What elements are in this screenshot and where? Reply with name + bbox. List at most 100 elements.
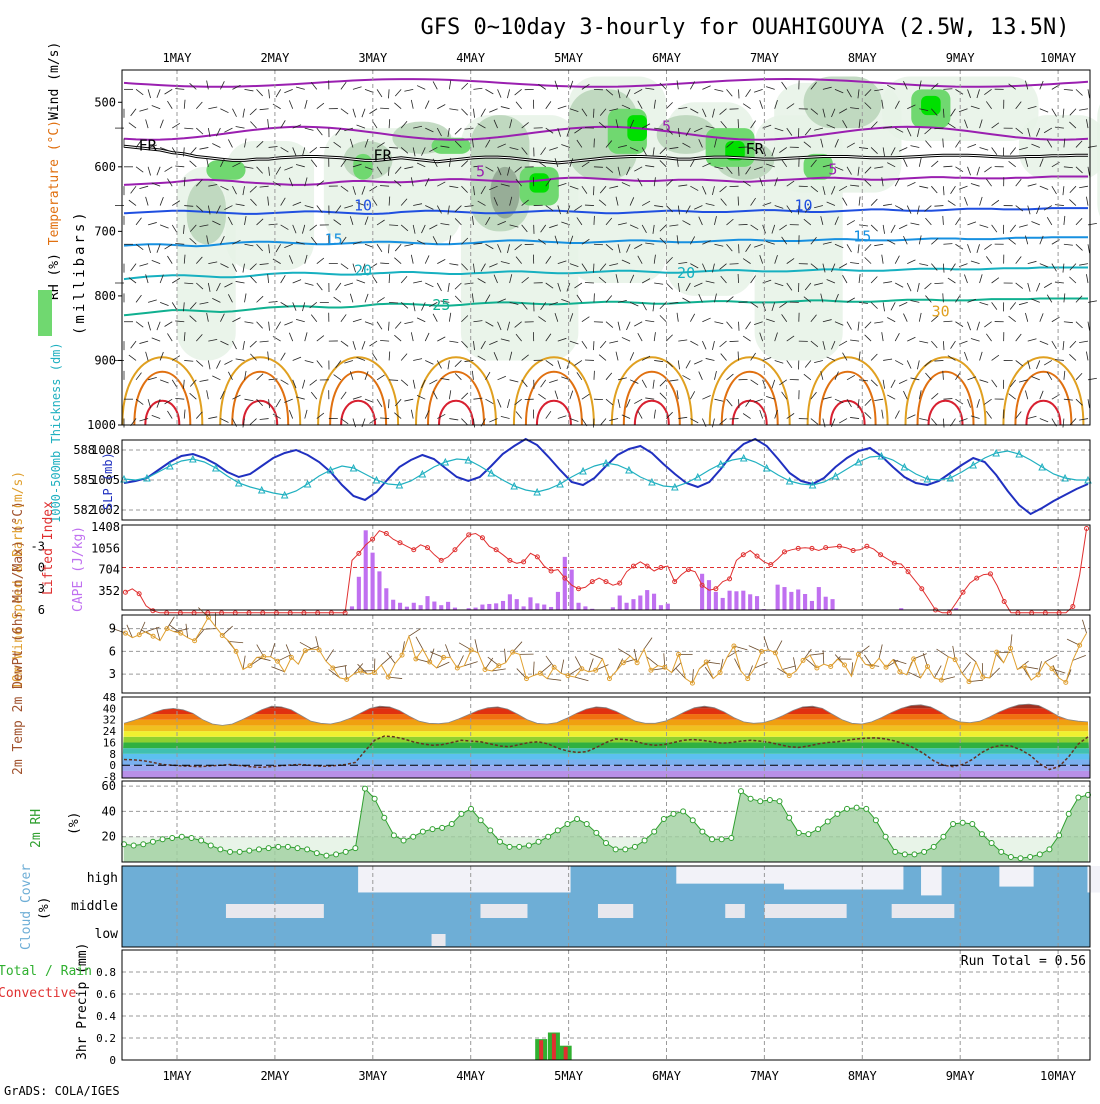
cape-bar	[439, 605, 443, 610]
temp-band	[122, 748, 1090, 754]
cape-bar	[652, 594, 656, 610]
contour-label: 20	[354, 261, 372, 279]
cape-bar	[638, 596, 642, 610]
date-tick-top: 8MAY	[848, 51, 878, 65]
cape-bar	[618, 596, 622, 610]
cape-bar	[425, 596, 429, 610]
date-tick-top: 9MAY	[946, 51, 976, 65]
li-tick: 6	[38, 603, 45, 617]
cape-bar	[824, 597, 828, 610]
wind-tick: 9	[109, 622, 116, 636]
cape-bar	[398, 603, 402, 610]
cloud-clear-high	[999, 866, 1033, 887]
rh-shade-saturated	[921, 96, 941, 115]
rh-marker	[546, 834, 551, 839]
y-tick-label: 900	[94, 353, 116, 367]
temp-tick: 32	[103, 714, 116, 727]
cloud-clear-low	[432, 934, 446, 946]
rh-marker	[922, 849, 927, 854]
y-tick-label: 700	[94, 224, 116, 238]
rh-marker	[391, 833, 396, 838]
rh-shade	[490, 167, 519, 219]
cape-bar	[576, 603, 580, 610]
precip-legend-conv: Convective	[0, 986, 76, 1001]
rh-marker	[767, 797, 772, 802]
rh-marker	[276, 844, 281, 849]
cloud-tick: low	[95, 927, 119, 942]
date-tick-bottom: 6MAY	[652, 1069, 682, 1083]
rh-marker	[363, 786, 368, 791]
rh-marker	[912, 852, 917, 857]
rh-marker	[594, 830, 599, 835]
rh-marker	[661, 816, 666, 821]
cape-bar	[741, 591, 745, 610]
rh-marker	[642, 838, 647, 843]
rh-marker	[1008, 854, 1013, 859]
cape-bar	[700, 574, 704, 610]
slp-ylabel: SLP (mb)	[101, 452, 115, 510]
contour-label: FR	[139, 137, 158, 155]
rh-marker	[941, 834, 946, 839]
contour-label: 5	[828, 161, 837, 179]
temp-band	[122, 737, 1090, 743]
cape-bar	[556, 592, 560, 610]
rh-marker	[449, 822, 454, 827]
precip-tick: 0.4	[96, 1010, 116, 1023]
y-tick-label: 800	[94, 289, 116, 303]
rh-marker	[324, 853, 329, 858]
precip-ylabel: 3hr Precip (mm)	[75, 943, 90, 1060]
temp-tick: 16	[103, 736, 116, 749]
temp-band	[122, 720, 1090, 726]
cape-bar	[515, 599, 519, 610]
rh-marker	[1057, 833, 1062, 838]
cape-bar	[666, 604, 670, 610]
li-ylabel: Lifted Index	[41, 501, 56, 595]
rh-marker	[671, 811, 676, 816]
rh-legend-swatch	[38, 290, 52, 336]
rh-marker	[208, 843, 213, 848]
cape-bar	[501, 601, 505, 610]
cloud-clear-high	[921, 866, 942, 895]
upper-yunit: (millibars)	[72, 209, 88, 335]
rh-marker	[864, 806, 869, 811]
cape-bar	[350, 606, 354, 610]
rh-marker	[575, 816, 580, 821]
temp-tick: 8	[109, 748, 116, 761]
contour-label: 15	[853, 228, 871, 246]
rh-marker	[189, 835, 194, 840]
rh-marker	[353, 846, 358, 851]
rh-marker	[420, 829, 425, 834]
cape-bar	[755, 596, 759, 610]
date-tick-top: 10MAY	[1040, 51, 1077, 65]
rh-marker	[1076, 795, 1081, 800]
rh-marker	[285, 844, 290, 849]
cape-bar	[446, 602, 450, 610]
contour-label: 25	[432, 296, 450, 314]
rh-marker	[787, 815, 792, 820]
cape-bar	[542, 605, 546, 610]
rh-marker	[970, 822, 975, 827]
cape-bar	[776, 585, 780, 610]
cape-bar	[528, 597, 532, 610]
cloud-clear-mid	[764, 904, 846, 918]
rh-marker	[710, 837, 715, 842]
rh-marker	[931, 844, 936, 849]
cape-bar	[391, 600, 395, 610]
date-tick-bottom: 9MAY	[946, 1069, 976, 1083]
rh-marker	[893, 849, 898, 854]
rh-marker	[266, 846, 271, 851]
cape-bar	[830, 599, 834, 610]
rh-tick: 40	[102, 804, 116, 818]
rh-marker	[256, 847, 261, 852]
cape-bar	[522, 606, 526, 610]
cape-bar	[721, 598, 725, 610]
rh-marker	[632, 844, 637, 849]
rh-marker	[401, 838, 406, 843]
rh-tick: 20	[102, 830, 116, 844]
precip-tick: 0.2	[96, 1032, 116, 1045]
temp-band	[122, 725, 1090, 731]
chart-title: GFS 0~10day 3-hourly for OUAHIGOUYA (2.5…	[420, 15, 1069, 40]
rh-marker	[517, 844, 522, 849]
rh-marker	[305, 847, 310, 852]
cape-bar	[377, 571, 381, 610]
